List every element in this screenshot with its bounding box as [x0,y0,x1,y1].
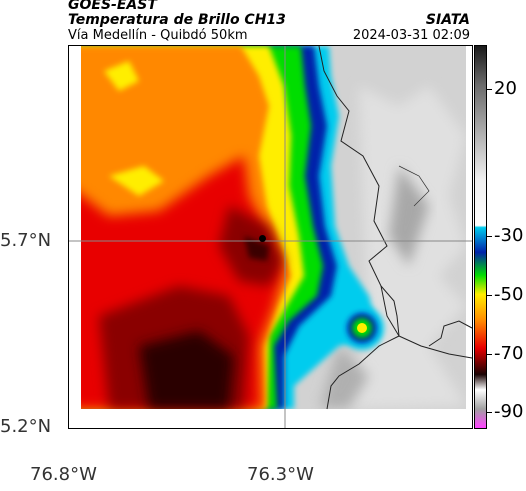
satellite-source: GOES-EAST [68,0,157,13]
colorbar-label: -70 [494,342,524,364]
colorbar-label: 20 [494,78,517,100]
longitude-label-76.8: 76.8°W [30,464,97,485]
colorbar-label: -30 [494,225,524,246]
colorbar-tick [487,353,492,355]
longitude-label-76.3: 76.3°W [247,464,314,485]
city-marker [259,235,266,242]
latitude-label-5.2: 5.2°N [0,416,52,437]
product-title: Temperatura de Brillo CH13 [68,12,286,28]
colorbar-tick [487,412,492,414]
colorbar-tick [487,89,492,91]
colorbar-tick [487,236,492,237]
latitude-label-5.7: 5.7°N [0,230,52,251]
region-label: Vía Medellín - Quibdó 50km [68,28,248,43]
brightness-temperature-map [68,45,473,429]
colorbar-label: -50 [494,283,524,305]
colorbar [474,45,487,429]
colorbar-label: -90 [494,401,524,423]
organization-label: SIATA [425,12,470,28]
colorbar-tick [487,294,492,296]
datetime-label: 2024-03-31 02:09 [352,28,470,43]
